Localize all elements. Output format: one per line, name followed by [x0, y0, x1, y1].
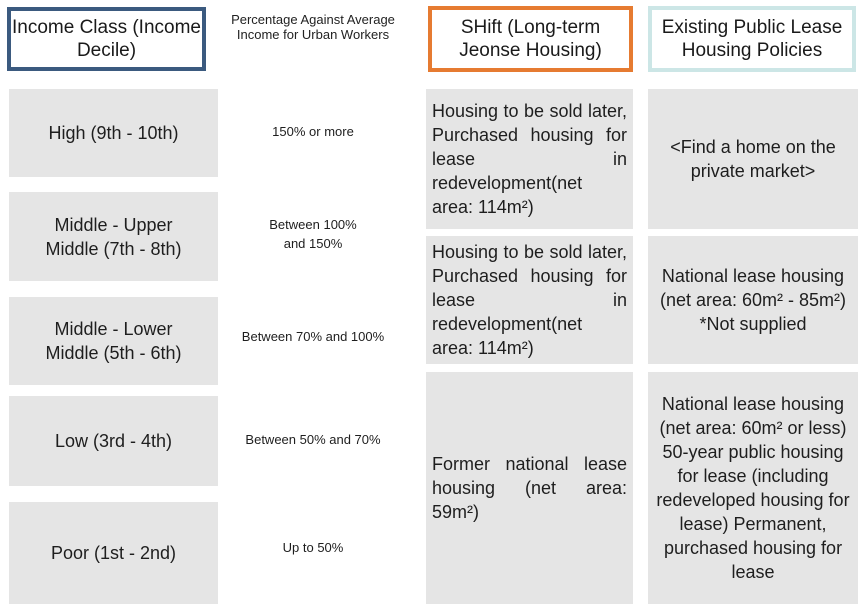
income-class-label: Poor (1st - 2nd) [50, 543, 177, 563]
existing-policy-high: <Find a home on the private market> [648, 89, 858, 229]
existing-policies-header-label: Existing Public Lease Housing Policies [661, 17, 843, 61]
percentage-label: Between 50% and 70% [245, 432, 381, 447]
percentage-label: Between 100% and 150% [269, 217, 357, 251]
shift-policy-middle-upper: Housing to be sold later, Purchased hous… [426, 236, 633, 364]
existing-policy-text: <Find a home on the private market> [670, 137, 836, 181]
percentage-high: 150% or more [222, 122, 404, 141]
shift-header-label: SHift (Long-term Jeonse Housing) [459, 17, 602, 61]
income-class-label: Middle - Upper Middle (7th - 8th) [45, 214, 182, 259]
shift-header: SHift (Long-term Jeonse Housing) [428, 6, 633, 72]
shift-policy-text: Housing to be sold later, Purchased hous… [432, 242, 627, 358]
shift-policy-high: Housing to be sold later, Purchased hous… [426, 89, 633, 229]
shift-policy-middle-lower: Former national lease housing (net area:… [426, 372, 633, 604]
existing-policy-middle: National lease housing (net area: 60m² -… [648, 236, 858, 364]
percentage-header-label: Percentage Against Average Income for Ur… [231, 12, 395, 42]
percentage-low: Between 50% and 70% [222, 430, 404, 449]
percentage-header: Percentage Against Average Income for Ur… [226, 12, 400, 42]
percentage-label: Up to 50% [282, 540, 344, 555]
percentage-middle-upper: Between 100% and 150% [222, 215, 404, 253]
income-class-label: Middle - Lower Middle (5th - 6th) [45, 319, 182, 363]
income-class-low: Low (3rd - 4th) [9, 396, 218, 486]
income-class-middle-upper: Middle - Upper Middle (7th - 8th) [9, 192, 218, 281]
income-class-label: High (9th - 10th) [48, 123, 179, 143]
income-class-header: Income Class (Income Decile) [7, 7, 206, 71]
income-class-label: Low (3rd - 4th) [54, 431, 173, 451]
percentage-label: Between 70% and 100% [241, 329, 385, 344]
income-class-poor: Poor (1st - 2nd) [9, 502, 218, 604]
existing-policy-text: National lease housing (net area: 60m² o… [656, 394, 850, 582]
income-class-middle-lower: Middle - Lower Middle (5th - 6th) [9, 297, 218, 385]
existing-policy-text: National lease housing (net area: 60m² -… [659, 266, 847, 334]
income-class-high: High (9th - 10th) [9, 89, 218, 177]
existing-policies-header: Existing Public Lease Housing Policies [648, 6, 856, 72]
shift-policy-text: Housing to be sold later, Purchased hous… [432, 101, 627, 217]
existing-policy-low: National lease housing (net area: 60m² o… [648, 372, 858, 604]
income-class-header-label: Income Class (Income Decile) [11, 17, 201, 61]
shift-policy-text: Former national lease housing (net area:… [432, 454, 627, 522]
percentage-middle-lower: Between 70% and 100% [222, 327, 404, 346]
percentage-poor: Up to 50% [222, 538, 404, 557]
percentage-label: 150% or more [272, 124, 354, 139]
